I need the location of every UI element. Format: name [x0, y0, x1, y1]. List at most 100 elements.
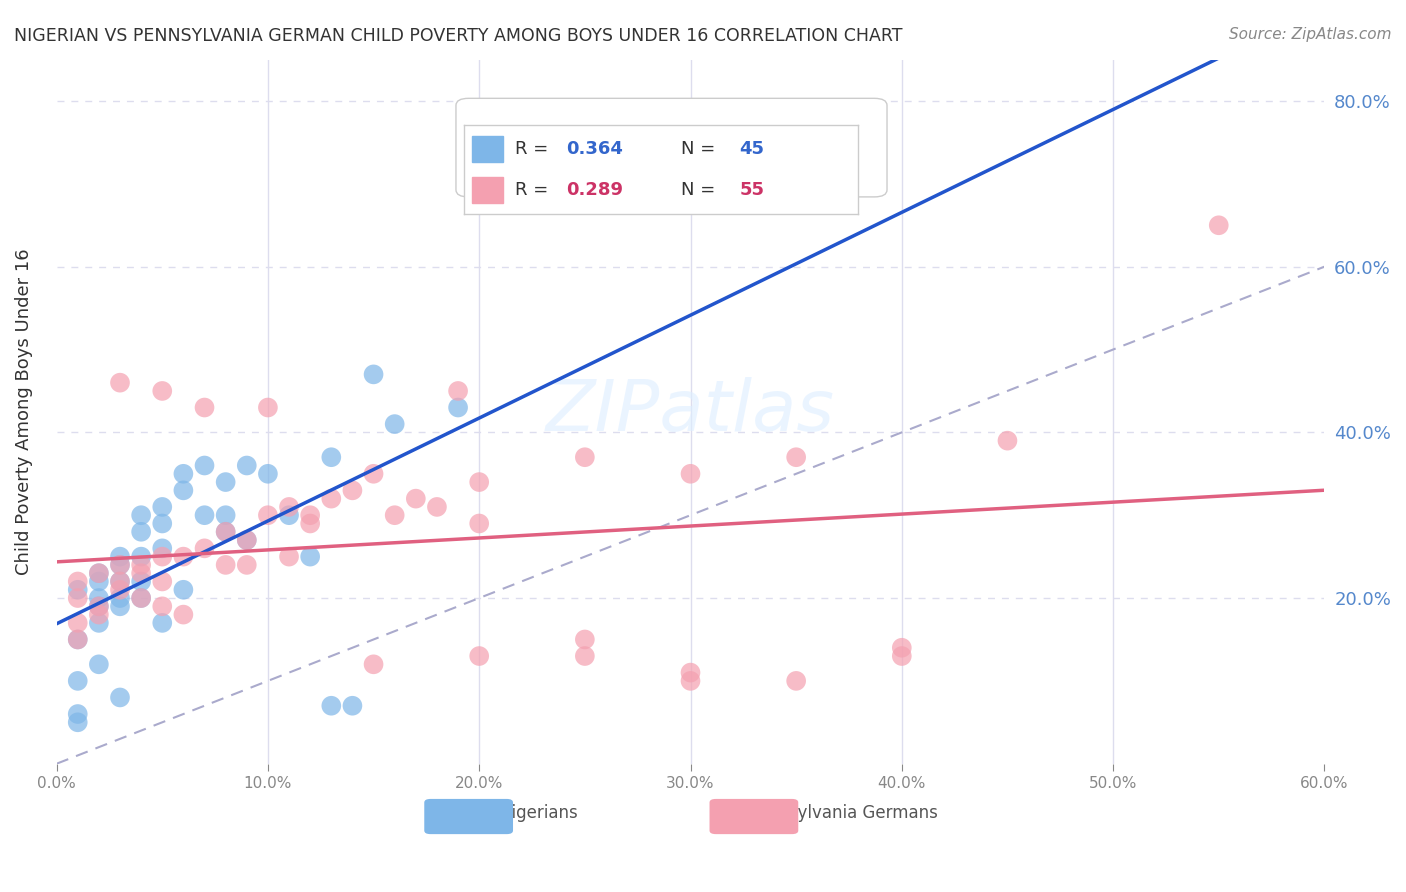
Point: [278, 549, 301, 564]
Y-axis label: Child Poverty Among Boys Under 16: Child Poverty Among Boys Under 16: [15, 248, 32, 575]
Point: [87, 599, 110, 614]
Text: Source: ZipAtlas.com: Source: ZipAtlas.com: [1229, 27, 1392, 42]
Point: [468, 648, 491, 663]
Point: [193, 508, 215, 523]
Text: NIGERIAN VS PENNSYLVANIA GERMAN CHILD POVERTY AMONG BOYS UNDER 16 CORRELATION CH: NIGERIAN VS PENNSYLVANIA GERMAN CHILD PO…: [14, 27, 903, 45]
Point: [150, 615, 173, 630]
Point: [87, 574, 110, 589]
Point: [468, 516, 491, 531]
Text: R =: R =: [515, 181, 554, 199]
Point: [679, 665, 702, 680]
Point: [150, 516, 173, 531]
Point: [172, 582, 194, 597]
Point: [299, 508, 322, 523]
Point: [150, 384, 173, 398]
Text: ZIPatlas: ZIPatlas: [546, 377, 835, 446]
Text: 45: 45: [740, 140, 765, 158]
Point: [66, 582, 89, 597]
FancyBboxPatch shape: [425, 799, 513, 834]
Point: [129, 558, 152, 572]
Point: [384, 417, 406, 431]
Point: [236, 458, 259, 473]
Point: [214, 475, 236, 489]
Point: [214, 524, 236, 539]
Point: [108, 591, 131, 605]
Point: [66, 632, 89, 647]
Point: [363, 368, 385, 382]
Bar: [472, 177, 503, 203]
Point: [574, 450, 596, 465]
Point: [1208, 219, 1230, 233]
Point: [890, 648, 912, 663]
Point: [108, 599, 131, 614]
Point: [214, 558, 236, 572]
Point: [66, 673, 89, 688]
Point: [574, 648, 596, 663]
Point: [447, 401, 470, 415]
Point: [150, 541, 173, 556]
Point: [321, 698, 343, 713]
Point: [108, 574, 131, 589]
Point: [66, 706, 89, 721]
Point: [363, 657, 385, 672]
Point: [66, 591, 89, 605]
Text: 0.364: 0.364: [567, 140, 623, 158]
Point: [193, 401, 215, 415]
Point: [66, 632, 89, 647]
Point: [150, 549, 173, 564]
Point: [299, 516, 322, 531]
FancyBboxPatch shape: [456, 98, 887, 197]
Point: [384, 508, 406, 523]
Point: [87, 566, 110, 581]
Point: [468, 475, 491, 489]
Point: [321, 491, 343, 506]
Point: [87, 566, 110, 581]
Point: [108, 582, 131, 597]
Point: [236, 533, 259, 547]
Point: [679, 673, 702, 688]
Point: [66, 715, 89, 730]
Point: [172, 483, 194, 498]
Point: [405, 491, 427, 506]
Point: [426, 500, 449, 514]
Text: R =: R =: [515, 140, 554, 158]
Text: 0.289: 0.289: [567, 181, 623, 199]
Point: [342, 698, 364, 713]
Point: [108, 574, 131, 589]
Point: [129, 591, 152, 605]
Point: [108, 549, 131, 564]
Text: Nigerians: Nigerians: [499, 804, 578, 822]
Point: [172, 607, 194, 622]
Point: [890, 640, 912, 655]
FancyBboxPatch shape: [710, 799, 799, 834]
Point: [257, 401, 280, 415]
Point: [150, 574, 173, 589]
Point: [108, 376, 131, 390]
Point: [66, 615, 89, 630]
Point: [129, 524, 152, 539]
Point: [447, 384, 470, 398]
Point: [278, 508, 301, 523]
Bar: [472, 136, 503, 162]
Point: [321, 450, 343, 465]
Point: [278, 500, 301, 514]
Point: [87, 591, 110, 605]
Point: [108, 690, 131, 705]
Point: [172, 467, 194, 481]
Point: [236, 533, 259, 547]
Point: [87, 615, 110, 630]
Point: [214, 508, 236, 523]
Point: [129, 549, 152, 564]
Point: [342, 483, 364, 498]
Point: [193, 541, 215, 556]
Point: [214, 524, 236, 539]
Point: [257, 467, 280, 481]
Point: [363, 467, 385, 481]
Point: [679, 467, 702, 481]
Point: [997, 434, 1019, 448]
Point: [129, 566, 152, 581]
Text: Pennsylvania Germans: Pennsylvania Germans: [748, 804, 938, 822]
Point: [129, 574, 152, 589]
Point: [785, 673, 807, 688]
Point: [87, 599, 110, 614]
